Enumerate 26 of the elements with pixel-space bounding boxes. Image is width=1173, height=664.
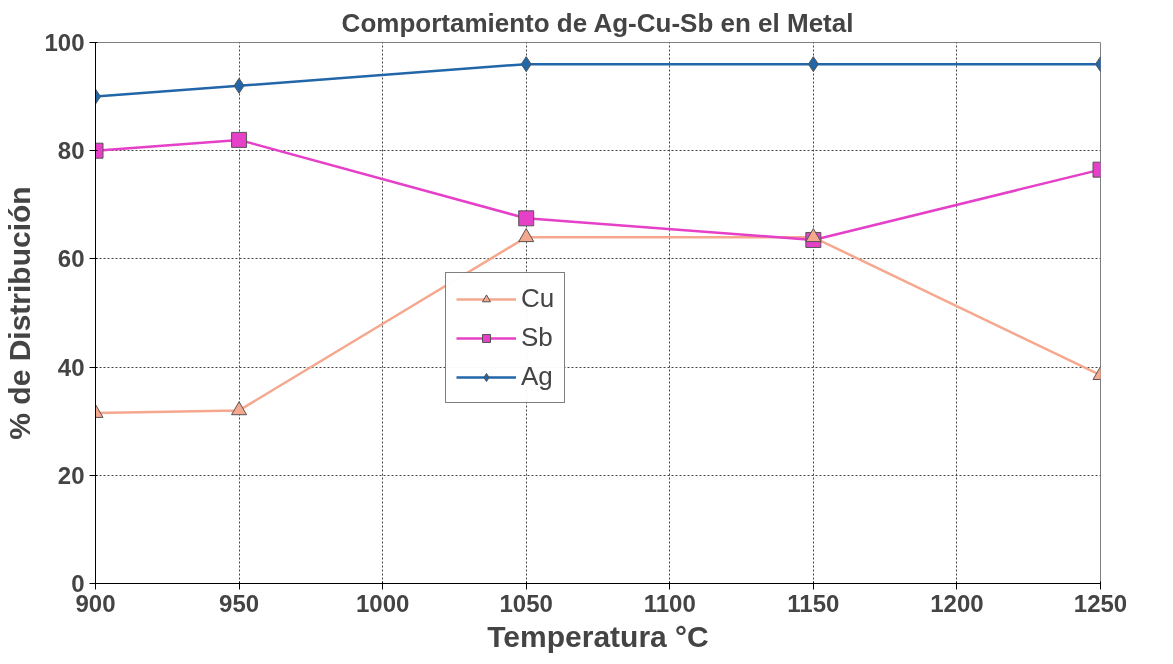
x-tick-label: 1200 xyxy=(930,589,984,617)
point xyxy=(518,210,535,227)
x-tick-label: 950 xyxy=(219,589,260,617)
point xyxy=(231,401,248,416)
x-tick-label: 1250 xyxy=(1073,589,1128,617)
y-tick-label: 100 xyxy=(44,29,85,56)
point xyxy=(805,228,822,243)
point xyxy=(807,56,819,73)
legend-label: Sb xyxy=(521,322,553,353)
x-tick-label: 1100 xyxy=(643,589,696,617)
y-tick-label: 60 xyxy=(57,245,85,273)
y-tick-label: 40 xyxy=(57,353,85,381)
point xyxy=(231,131,248,148)
legend-label: Cu xyxy=(521,283,555,314)
x-tick-label: 1150 xyxy=(787,589,840,617)
point xyxy=(518,228,535,243)
y-tick-label: 20 xyxy=(57,461,85,489)
legend-label: Ag xyxy=(521,361,553,392)
x-axis-title: Temperatura °C xyxy=(487,619,709,653)
point xyxy=(233,77,245,94)
y-tick-label: 80 xyxy=(57,137,85,165)
x-tick-label: 1000 xyxy=(355,589,410,617)
point xyxy=(520,56,532,73)
chart-title: Comportamiento de Ag-Cu-Sb en el Metal xyxy=(341,7,854,38)
x-tick-label: 1050 xyxy=(499,589,553,617)
y-axis-title: % de Distribución xyxy=(3,186,37,440)
